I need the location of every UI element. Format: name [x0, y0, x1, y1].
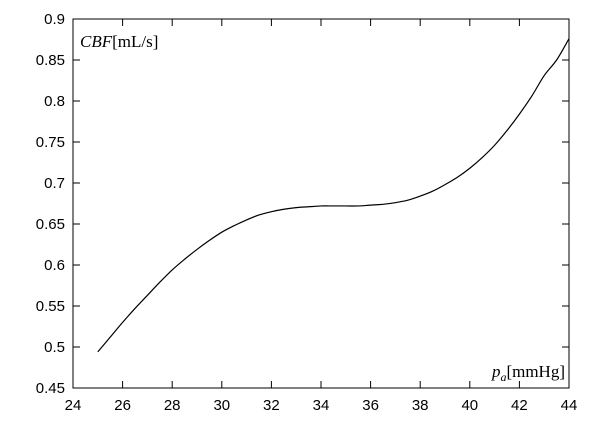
cbf-curve	[97, 38, 570, 353]
y-tick-label: 0.6	[44, 257, 65, 274]
x-tick-label: 24	[65, 397, 82, 414]
x-axis-label: pa[mmHg]	[491, 362, 565, 384]
x-tick-label: 40	[461, 397, 478, 414]
x-axis-unit: [mmHg]	[506, 362, 565, 381]
x-axis-subscript: a	[500, 370, 506, 384]
y-tick-label: 0.9	[44, 11, 65, 28]
x-tick-label: 26	[114, 397, 131, 414]
y-axis-unit: [mL/s]	[112, 32, 158, 51]
y-axis-symbol: CBF	[80, 32, 113, 51]
y-tick-label: 0.7	[44, 175, 65, 192]
y-tick-label: 0.85	[36, 52, 65, 69]
axis-ticks	[72, 18, 570, 389]
plot-frame	[72, 18, 570, 389]
y-tick-label: 0.8	[44, 93, 65, 110]
x-axis-symbol: p	[491, 362, 501, 381]
x-tick-labels: 24 26 28 30 32 34 36 38 40 42 44	[65, 397, 578, 414]
x-tick-label: 34	[313, 397, 330, 414]
x-tick-label: 30	[213, 397, 230, 414]
y-tick-label: 0.55	[36, 298, 65, 315]
y-tick-label: 0.75	[36, 134, 65, 151]
x-tick-label: 42	[511, 397, 528, 414]
y-tick-labels: 0.45 0.5 0.55 0.6 0.65 0.7 0.75 0.8 0.85 0.9	[36, 11, 65, 397]
x-tick-label: 38	[412, 397, 429, 414]
x-tick-label: 32	[263, 397, 280, 414]
y-tick-label: 0.45	[36, 380, 65, 397]
x-tick-label: 28	[164, 397, 181, 414]
y-tick-label: 0.5	[44, 339, 65, 356]
x-tick-label: 44	[561, 397, 578, 414]
x-tick-label: 36	[362, 397, 379, 414]
y-axis-label: CBF[mL/s]	[80, 32, 158, 51]
y-tick-label: 0.65	[36, 216, 65, 233]
